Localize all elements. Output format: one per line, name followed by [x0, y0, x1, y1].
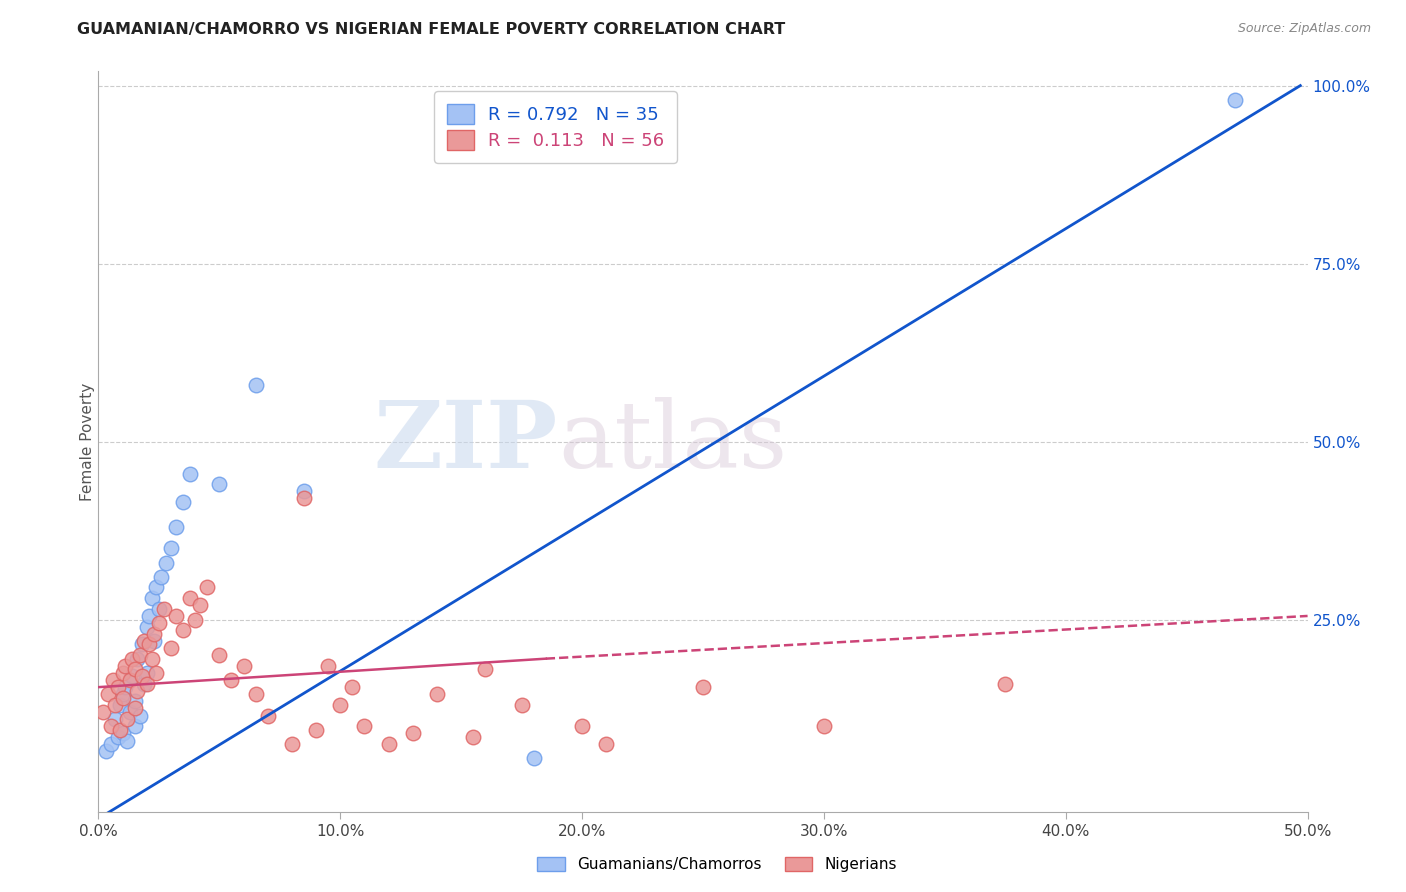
Point: [107, 680, 129, 694]
Point: [402, 726, 425, 740]
Point: [353, 719, 375, 733]
Point: [138, 637, 160, 651]
Point: [121, 651, 143, 665]
Point: [118, 673, 141, 687]
Point: [128, 648, 150, 662]
Point: [107, 730, 129, 744]
Point: [342, 680, 364, 694]
Point: [127, 683, 149, 698]
Point: [91, 705, 114, 719]
Point: [571, 719, 593, 733]
Point: [329, 698, 352, 712]
Point: [148, 616, 170, 631]
Text: GUAMANIAN/CHAMORRO VS NIGERIAN FEMALE POVERTY CORRELATION CHART: GUAMANIAN/CHAMORRO VS NIGERIAN FEMALE PO…: [77, 22, 786, 37]
Point: [121, 669, 143, 683]
Point: [135, 676, 157, 690]
Legend: Guamanians/Chamorros, Nigerians: Guamanians/Chamorros, Nigerians: [530, 849, 904, 880]
Point: [510, 698, 533, 712]
Point: [101, 673, 124, 687]
Point: [221, 673, 243, 687]
Point: [305, 723, 328, 737]
Point: [281, 737, 304, 751]
Point: [111, 665, 134, 680]
Point: [118, 705, 141, 719]
Point: [131, 637, 153, 651]
Point: [117, 733, 139, 747]
Point: [692, 680, 714, 694]
Point: [165, 609, 187, 624]
Point: [100, 737, 122, 751]
Point: [111, 687, 134, 701]
Point: [208, 648, 231, 662]
Point: [131, 669, 153, 683]
Point: [108, 698, 131, 712]
Point: [474, 662, 496, 676]
Point: [463, 730, 485, 744]
Point: [94, 744, 117, 758]
Point: [165, 520, 187, 534]
Point: [143, 626, 166, 640]
Point: [111, 690, 134, 705]
Point: [141, 591, 163, 606]
Point: [245, 687, 267, 701]
Text: Source: ZipAtlas.com: Source: ZipAtlas.com: [1237, 22, 1371, 36]
Point: [994, 676, 1017, 690]
Point: [150, 570, 173, 584]
Point: [114, 680, 136, 694]
Point: [127, 651, 149, 665]
Point: [208, 477, 231, 491]
Point: [232, 658, 254, 673]
Point: [135, 665, 157, 680]
Text: atlas: atlas: [558, 397, 787, 486]
Point: [138, 609, 160, 624]
Point: [124, 694, 146, 708]
Point: [188, 599, 211, 613]
Point: [100, 719, 122, 733]
Point: [256, 708, 278, 723]
Point: [124, 662, 146, 676]
Point: [172, 495, 194, 509]
Point: [160, 541, 183, 556]
Point: [143, 633, 166, 648]
Point: [135, 620, 157, 634]
Point: [595, 737, 617, 751]
Point: [377, 737, 399, 751]
Point: [148, 602, 170, 616]
Point: [134, 633, 156, 648]
Point: [160, 640, 183, 655]
Point: [104, 712, 127, 726]
Y-axis label: Female Poverty: Female Poverty: [80, 383, 94, 500]
Point: [155, 556, 177, 570]
Point: [179, 591, 201, 606]
Point: [179, 467, 201, 481]
Text: ZIP: ZIP: [374, 397, 558, 486]
Point: [104, 698, 127, 712]
Legend: R = 0.792   N = 35, R =  0.113   N = 56: R = 0.792 N = 35, R = 0.113 N = 56: [434, 92, 676, 163]
Point: [245, 377, 267, 392]
Point: [124, 719, 146, 733]
Point: [172, 623, 194, 637]
Point: [141, 651, 163, 665]
Point: [292, 484, 315, 499]
Point: [316, 658, 339, 673]
Point: [145, 581, 167, 595]
Point: [134, 676, 156, 690]
Point: [152, 602, 174, 616]
Point: [145, 665, 167, 680]
Point: [97, 687, 120, 701]
Point: [111, 726, 134, 740]
Point: [117, 712, 139, 726]
Point: [1223, 93, 1246, 107]
Point: [108, 723, 131, 737]
Point: [184, 613, 207, 627]
Point: [813, 719, 835, 733]
Point: [523, 751, 546, 765]
Point: [426, 687, 449, 701]
Point: [292, 491, 315, 506]
Point: [195, 581, 218, 595]
Point: [114, 658, 136, 673]
Point: [128, 708, 150, 723]
Point: [124, 701, 146, 715]
